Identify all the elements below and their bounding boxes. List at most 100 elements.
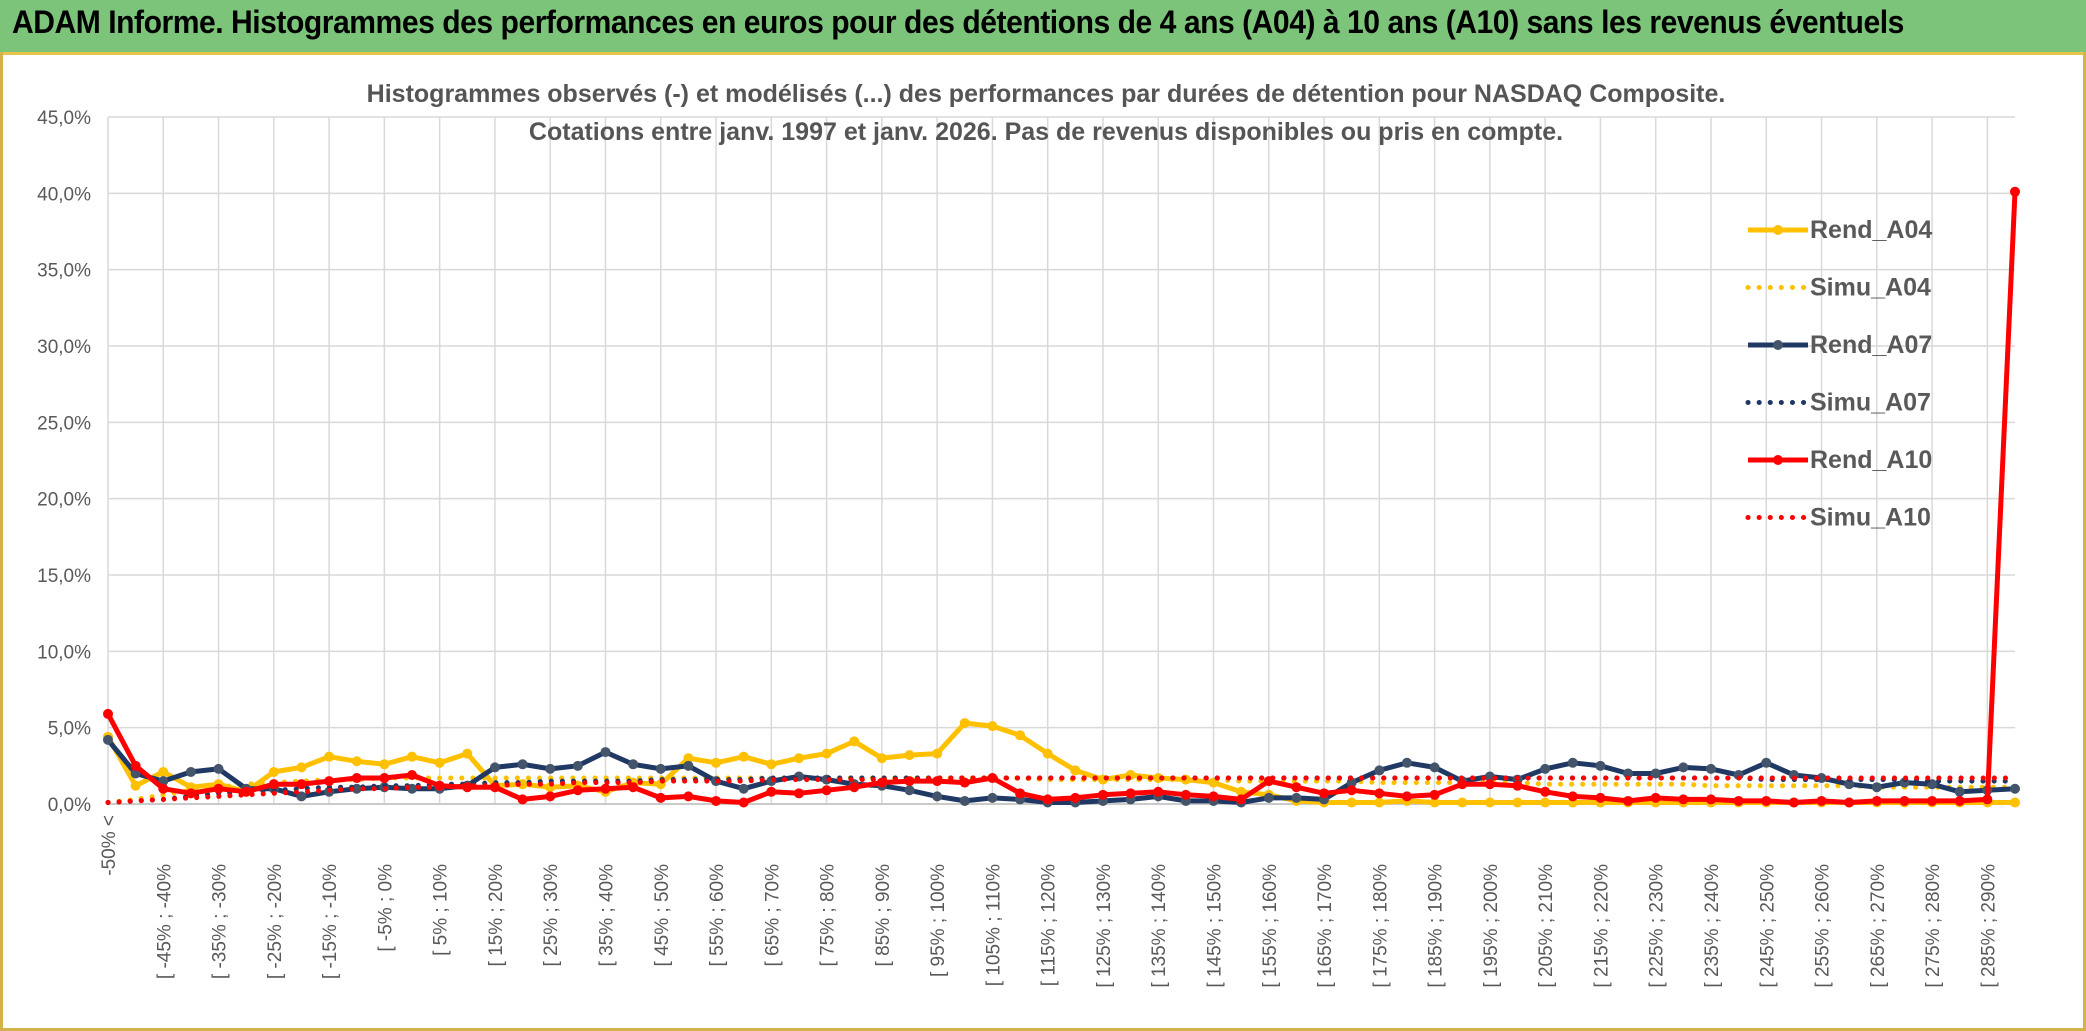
data-point-rend_a10 bbox=[1236, 794, 1247, 805]
data-point-rend_a04 bbox=[904, 750, 915, 761]
data-point-rend_a04 bbox=[158, 766, 169, 777]
data-point-rend_a04 bbox=[766, 759, 777, 770]
data-point-rend_a10 bbox=[1567, 791, 1578, 802]
data-point-rend_a04 bbox=[738, 751, 749, 762]
data-point-rend_a10 bbox=[407, 769, 418, 780]
page-title: ADAM Informe. Histogrammes des performan… bbox=[12, 4, 1904, 40]
y-tick-label: 25,0% bbox=[37, 413, 91, 434]
data-point-rend_a10 bbox=[158, 783, 169, 794]
data-point-rend_a10 bbox=[655, 792, 666, 803]
x-tick-label: [ -25% ; -20% bbox=[265, 864, 286, 979]
x-tick-label: [ 25% ; 30% bbox=[541, 864, 562, 967]
chart-frame: 0,0% 5,0% 10,0% 15,0% 20,0% 25,0% 30,0% 35,0% 40… bbox=[0, 52, 2086, 1031]
data-point-rend_a07 bbox=[683, 760, 694, 771]
data-point-rend_a04 bbox=[268, 766, 279, 777]
data-point-rend_a10 bbox=[268, 779, 279, 790]
x-tick-label: [ 85% ; 90% bbox=[873, 864, 894, 967]
data-point-rend_a10 bbox=[213, 783, 224, 794]
data-point-rend_a10 bbox=[1429, 789, 1440, 800]
data-point-rend_a10 bbox=[766, 786, 777, 797]
x-tick-label: -50% < bbox=[99, 815, 120, 876]
data-point-rend_a07 bbox=[489, 762, 500, 773]
data-point-rend_a10 bbox=[738, 797, 749, 808]
y-tick-label: 20,0% bbox=[37, 490, 91, 511]
x-tick-label: [ 55% ; 60% bbox=[707, 864, 728, 967]
data-point-rend_a04 bbox=[1484, 797, 1495, 808]
data-point-rend_a10 bbox=[1125, 788, 1136, 799]
data-point-rend_a10 bbox=[1844, 797, 1855, 808]
data-point-rend_a10 bbox=[1650, 792, 1661, 803]
data-point-rend_a10 bbox=[1954, 795, 1965, 806]
data-point-rend_a10 bbox=[517, 794, 528, 805]
data-point-rend_a10 bbox=[1374, 788, 1385, 799]
data-point-rend_a04 bbox=[876, 753, 887, 764]
data-point-rend_a07 bbox=[1678, 762, 1689, 773]
data-point-rend_a10 bbox=[103, 708, 113, 719]
x-tick-label: [ 215% ; 220% bbox=[1591, 864, 1612, 988]
data-point-rend_a10 bbox=[1982, 794, 1993, 805]
data-point-rend_a10 bbox=[1153, 786, 1164, 797]
data-point-rend_a10 bbox=[1512, 780, 1523, 791]
legend-label: Rend_A04 bbox=[1810, 216, 1932, 244]
chart-subtitle: Cotations entre janv. 1997 et janv. 2026… bbox=[528, 118, 1564, 146]
data-point-rend_a07 bbox=[1567, 757, 1578, 768]
data-point-rend_a07 bbox=[1291, 792, 1302, 803]
legend-label: Rend_A10 bbox=[1810, 446, 1932, 474]
data-point-rend_a10 bbox=[1871, 795, 1882, 806]
y-tick-label: 30,0% bbox=[37, 337, 91, 358]
legend-marker bbox=[1773, 455, 1783, 465]
data-point-rend_a10 bbox=[1319, 788, 1330, 799]
data-point-rend_a04 bbox=[1070, 765, 1081, 776]
legend-label: Simu_A07 bbox=[1810, 389, 1931, 417]
data-point-rend_a10 bbox=[1705, 794, 1716, 805]
data-point-rend_a10 bbox=[1761, 795, 1772, 806]
x-tick-label: [ 165% ; 170% bbox=[1315, 864, 1336, 988]
y-tick-label: 45,0% bbox=[37, 108, 91, 129]
data-point-rend_a07 bbox=[1540, 763, 1551, 774]
data-point-rend_a10 bbox=[1042, 794, 1053, 805]
x-tick-label: [ 105% ; 110% bbox=[983, 864, 1004, 986]
data-point-rend_a10 bbox=[683, 791, 694, 802]
data-point-rend_a07 bbox=[1761, 757, 1772, 768]
data-point-rend_a04 bbox=[711, 757, 722, 768]
data-point-rend_a04 bbox=[407, 751, 418, 762]
legend-label: Simu_A10 bbox=[1810, 504, 1931, 532]
data-point-rend_a04 bbox=[1457, 797, 1468, 808]
data-point-rend_a10 bbox=[130, 760, 141, 771]
x-tick-label: [ 205% ; 210% bbox=[1536, 864, 1557, 988]
data-point-rend_a10 bbox=[849, 782, 860, 793]
series-line-rend_a10 bbox=[105, 191, 2018, 805]
data-point-rend_a10 bbox=[1733, 795, 1744, 806]
data-point-rend_a07 bbox=[517, 759, 528, 770]
data-point-rend_a07 bbox=[1623, 768, 1634, 779]
data-point-rend_a10 bbox=[711, 795, 722, 806]
data-point-rend_a04 bbox=[987, 721, 998, 732]
data-point-rend_a07 bbox=[1871, 782, 1882, 793]
x-tick-label: [ 35% ; 40% bbox=[596, 864, 617, 967]
x-tick-label: [ 125% ; 130% bbox=[1094, 864, 1115, 988]
x-tick-label: [ 195% ; 200% bbox=[1481, 864, 1502, 988]
data-point-rend_a07 bbox=[572, 760, 583, 771]
y-tick-label: 0,0% bbox=[48, 795, 91, 816]
data-point-rend_a10 bbox=[1816, 795, 1827, 806]
data-point-rend_a04 bbox=[1540, 797, 1551, 808]
data-point-rend_a07 bbox=[213, 763, 224, 774]
histogram-chart: 0,0% 5,0% 10,0% 15,0% 20,0% 25,0% 30,0% 35,0% 40… bbox=[37, 108, 2020, 988]
data-point-rend_a10 bbox=[793, 788, 804, 799]
data-point-rend_a07 bbox=[2010, 783, 2020, 794]
data-point-rend_a10 bbox=[185, 788, 196, 799]
data-point-rend_a04 bbox=[324, 751, 335, 762]
data-point-rend_a10 bbox=[241, 786, 252, 797]
x-tick-label: [ 255% ; 260% bbox=[1813, 864, 1834, 988]
legend-label: Simu_A04 bbox=[1810, 274, 1931, 302]
data-point-rend_a07 bbox=[1374, 765, 1385, 776]
data-point-rend_a07 bbox=[959, 795, 970, 806]
data-point-rend_a07 bbox=[1705, 763, 1716, 774]
data-point-rend_a10 bbox=[545, 791, 556, 802]
y-tick-label: 35,0% bbox=[37, 261, 91, 282]
series-line-simu_a10 bbox=[105, 775, 2018, 805]
x-tick-label: [ 145% ; 150% bbox=[1205, 864, 1226, 988]
x-tick-label: [ 115% ; 120% bbox=[1039, 864, 1060, 986]
data-point-rend_a10 bbox=[1208, 791, 1219, 802]
data-point-rend_a10 bbox=[1595, 792, 1606, 803]
